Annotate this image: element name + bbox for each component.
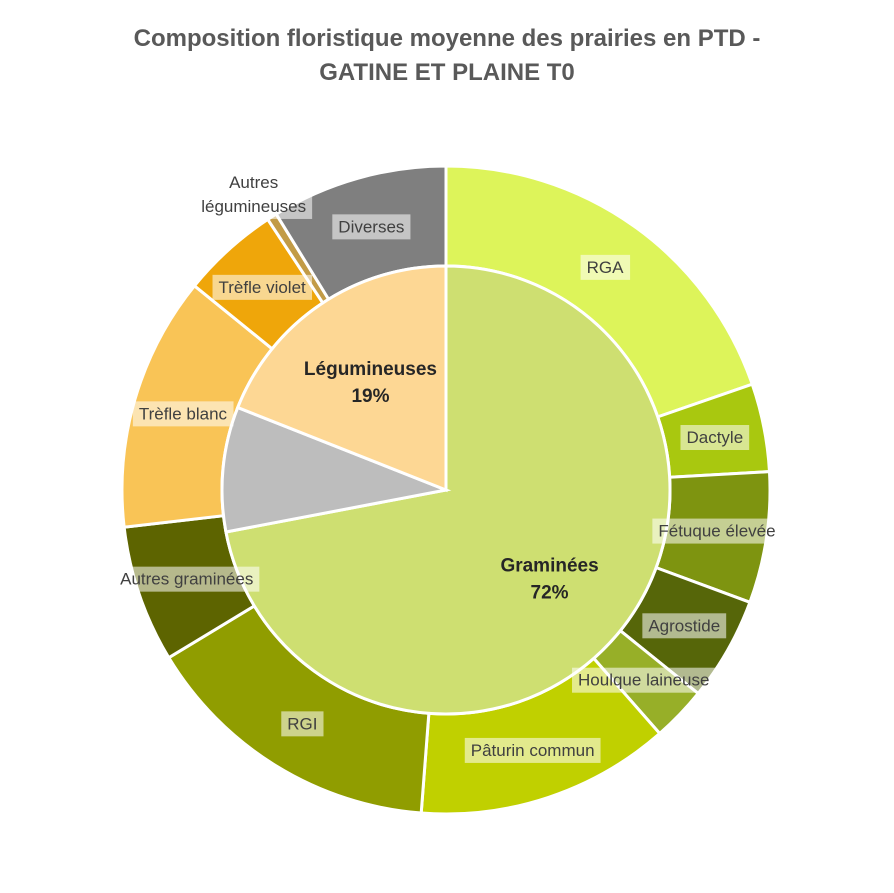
outer-label-text-rga: RGA [587, 258, 625, 277]
outer-label-fetuque-elevee: Fétuque élevée [652, 518, 782, 544]
outer-label-text-rgi: RGI [287, 714, 317, 733]
outer-label-text-trefle-violet: Trèfle violet [219, 278, 307, 297]
outer-label-trefle-blanc: Trèfle blanc [132, 401, 234, 427]
outer-label-text-fetuque-elevee: Fétuque élevée [658, 522, 775, 541]
outer-label-text-autres-graminees: Autres graminées [120, 570, 253, 589]
outer-label-text-houlque-laineuse: Houlque laineuse [578, 671, 709, 690]
outer-label-text-autres-legumineuses: Autres légumineuses [201, 173, 306, 216]
outer-label-trefle-violet: Trèfle violet [212, 274, 313, 300]
inner-pie [220, 264, 672, 716]
outer-label-text-diverses: Diverses [338, 217, 404, 236]
outer-label-paturin-commun: Pâturin commun [464, 737, 601, 763]
outer-label-text-agrostide: Agrostide [648, 616, 720, 635]
outer-label-text-paturin-commun: Pâturin commun [471, 741, 595, 760]
outer-label-agrostide: Agrostide [642, 613, 727, 639]
outer-label-rgi: RGI [281, 711, 324, 737]
inner-label-legumineuses: Légumineuses 19% [304, 359, 437, 407]
outer-label-diverses: Diverses [332, 214, 411, 240]
outer-label-text-dactyle: Dactyle [686, 428, 743, 447]
outer-label-text-trefle-blanc: Trèfle blanc [139, 404, 228, 423]
inner-label-graminees: Graminées 72% [500, 556, 598, 604]
inner-slice-divers [220, 405, 452, 534]
outer-label-autres-legumineuses: Autres légumineuses [195, 169, 313, 219]
data-labels: Graminées 72% Légumineuses 19% RGA Dactyle Fét… [114, 169, 782, 763]
outer-label-dactyle: Dactyle [680, 425, 750, 451]
outer-label-autres-graminees: Autres graminées [114, 566, 260, 592]
chart-title-line-2: GATINE ET PLAINE T0 [319, 59, 575, 86]
outer-label-rga: RGA [580, 254, 631, 280]
outer-label-houlque-laineuse: Houlque laineuse [572, 667, 716, 693]
chart-title-line-1: Composition floristique moyenne des prai… [133, 25, 761, 52]
chart-title: Composition floristique moyenne des prai… [0, 22, 894, 90]
inner-slice-legumineuses [235, 264, 448, 493]
